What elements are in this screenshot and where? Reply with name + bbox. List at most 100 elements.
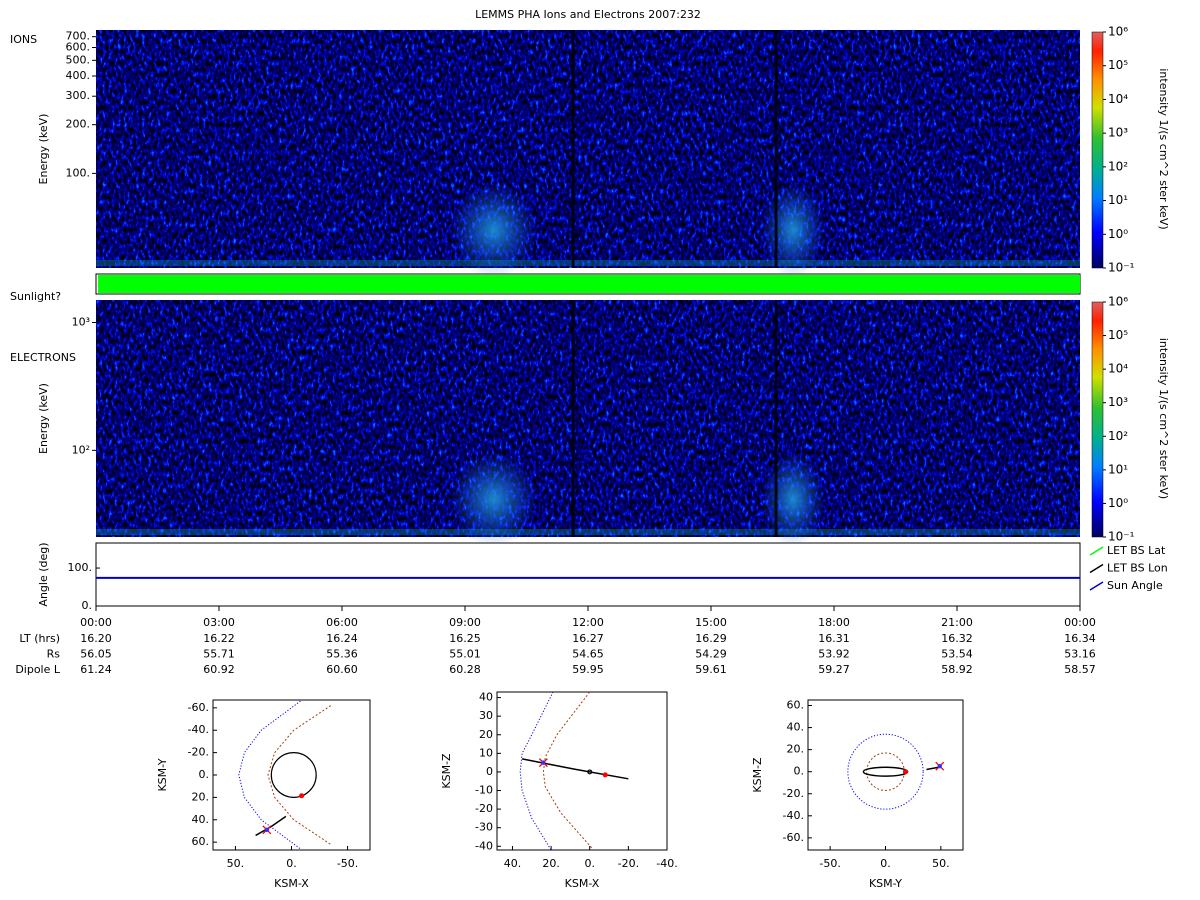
orbit-line xyxy=(519,692,554,850)
x-tick-label: 09:00 xyxy=(449,616,481,629)
x-tick-label: 50. xyxy=(932,857,950,870)
y-tick-label: 0. xyxy=(794,765,805,778)
axis-label: KSM-Y xyxy=(869,877,902,890)
x-tick-label: 20. xyxy=(542,857,560,870)
x-tick-label: -50. xyxy=(337,857,358,870)
data-gap xyxy=(571,30,575,268)
x-tick-label: 15:00 xyxy=(695,616,727,629)
orbit-panel: 50. 0. -50. -60. -40. -20. 0. 20. 40. 60. KSM-X KSM… xyxy=(156,699,371,890)
orbit-content xyxy=(847,733,945,810)
y-tick-label: 30 xyxy=(479,709,493,722)
orbit-content xyxy=(238,700,332,850)
y-tick-label: 0. xyxy=(82,599,93,612)
y-tick-label: 10² xyxy=(72,443,90,456)
x-tick-label: 03:00 xyxy=(203,616,235,629)
y-tick-label: 700. xyxy=(66,30,91,43)
legend-swatch xyxy=(1089,563,1104,574)
orbit-line xyxy=(926,766,939,771)
y-tick-label: -40. xyxy=(783,809,804,822)
x-tick-label: 0. xyxy=(880,857,891,870)
y-tick-label: -10 xyxy=(475,784,493,797)
page-title: LEMMS PHA Ions and Electrons 2007:232 xyxy=(475,8,701,21)
ephemeris-value: 55.01 xyxy=(449,648,481,661)
colorbar-tick-label: 10⁵ xyxy=(1108,328,1128,342)
colorbar-label: intensity 1/(s cm^2 ster keV) xyxy=(1157,338,1170,499)
ephemeris-value: 59.95 xyxy=(572,663,604,676)
orbit-line xyxy=(521,758,629,780)
ephemeris-value: 53.92 xyxy=(818,648,850,661)
ephemeris-value: 55.71 xyxy=(203,648,235,661)
y-tick-label: 200. xyxy=(66,118,91,131)
y-tick-label: 10³ xyxy=(72,316,90,329)
y-tick-label: 600. xyxy=(66,41,91,54)
x-tick-label: 06:00 xyxy=(326,616,358,629)
colorbar-tick-label: 10² xyxy=(1108,159,1128,173)
x-tick-label: 0. xyxy=(584,857,595,870)
y-tick-label: 40. xyxy=(787,721,805,734)
colorbar-tick-label: 10⁵ xyxy=(1108,58,1128,72)
y-tick-label: -30 xyxy=(475,821,493,834)
ephemeris-value: 60.60 xyxy=(326,663,358,676)
axis-label: KSM-X xyxy=(274,877,309,890)
y-tick-label: 20. xyxy=(787,743,805,756)
orbit-panel: -50. 0. 50. 60. 40. 20. 0. -20. -40. -60. KSM-Y KSM… xyxy=(751,699,964,890)
spectrogram-texture xyxy=(449,451,538,547)
y-tick-label: 100. xyxy=(68,561,93,574)
data-gap xyxy=(774,30,778,268)
y-tick-label: 0 xyxy=(486,765,493,778)
spectrogram-texture xyxy=(96,30,1080,268)
ephemeris-value: 16.25 xyxy=(449,632,481,645)
ephemeris-value: 16.22 xyxy=(203,632,235,645)
colorbar-tick-label: 10⁴ xyxy=(1108,92,1128,106)
ephemeris-value: 16.20 xyxy=(80,632,112,645)
x-tick-label: 00:00 xyxy=(80,616,112,629)
spectrogram-texture xyxy=(96,260,1080,266)
x-tick-label: 12:00 xyxy=(572,616,604,629)
position-marker xyxy=(264,827,270,833)
sunlight-bar xyxy=(98,275,1081,293)
y-tick-label: 20 xyxy=(479,728,493,741)
colorbar-tick-label: 10³ xyxy=(1108,126,1128,140)
y-tick-label: 0. xyxy=(199,768,210,781)
ephemeris-value: 16.32 xyxy=(941,632,973,645)
colorbar-tick-label: 10² xyxy=(1108,429,1128,443)
ephemeris-value: 60.28 xyxy=(449,663,481,676)
x-tick-label: 00:00 xyxy=(1064,616,1096,629)
y-tick-label: -20 xyxy=(475,802,493,815)
panel-label: ELECTRONS xyxy=(10,351,76,364)
ephemeris-label: LT (hrs) xyxy=(19,632,60,645)
x-tick-label: 0. xyxy=(286,857,297,870)
axis-label: Angle (deg) xyxy=(37,542,50,606)
colorbar-label: intensity 1/(s cm^2 ster keV) xyxy=(1157,68,1170,229)
plot-frame xyxy=(807,699,964,851)
y-tick-label: -20. xyxy=(783,787,804,800)
orbit-circle xyxy=(847,733,924,810)
orbit-line xyxy=(238,700,301,850)
y-tick-label: -20. xyxy=(188,746,209,759)
y-tick-label: 40 xyxy=(479,691,493,704)
panel-label: IONS xyxy=(10,33,37,46)
position-marker xyxy=(541,760,546,765)
x-tick-label: -50. xyxy=(819,857,840,870)
orbit-content xyxy=(519,692,629,850)
legend-label: LET BS Lat xyxy=(1107,544,1166,557)
ephemeris-value: 61.24 xyxy=(80,663,112,676)
data-gap xyxy=(774,300,778,537)
ephemeris-value: 56.05 xyxy=(80,648,112,661)
ephemeris-value: 16.29 xyxy=(695,632,727,645)
axis-label: KSM-X xyxy=(565,877,600,890)
spectrogram-texture xyxy=(96,300,1080,537)
orbit-line xyxy=(542,692,594,850)
plot-frame xyxy=(212,699,371,851)
colorbar-tick-label: 10¹ xyxy=(1108,193,1128,207)
axis-label: KSM-Z xyxy=(440,753,453,789)
position-dot xyxy=(602,772,608,778)
y-tick-label: 100. xyxy=(66,166,91,179)
legend-swatch xyxy=(1089,581,1104,591)
colorbar xyxy=(1091,31,1104,269)
ephemeris-value: 16.27 xyxy=(572,632,604,645)
ephemeris-value: 59.61 xyxy=(695,663,727,676)
colorbar-tick-label: 10⁰ xyxy=(1108,227,1128,241)
y-tick-label: 500. xyxy=(66,53,91,66)
